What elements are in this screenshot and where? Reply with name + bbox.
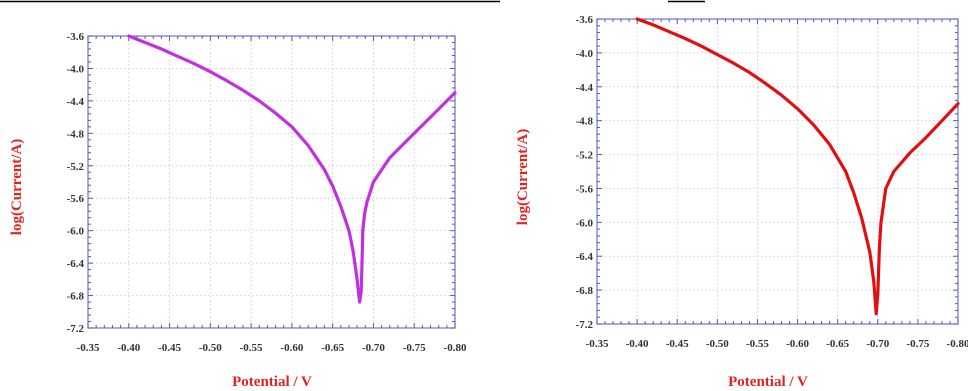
chart-left: Potential / V log(Current/A) -0.35 -0.40 -…	[9, 31, 467, 390]
chart-right-x-tick-label: -0.55	[746, 338, 769, 350]
chart-left-x-axis-title: Potential / V	[232, 374, 312, 390]
chart-right-y-tick-label: -6.4	[576, 251, 594, 263]
chart-right-y-tick-label: -7.2	[576, 319, 594, 331]
chart-right-y-tick-label: -4.4	[576, 82, 594, 94]
chart-right-x-tick-label: -0.80	[947, 338, 968, 350]
chart-left-y-tick-label: -6.8	[67, 291, 85, 303]
chart-right-y-axis-title: log(Current/A)	[515, 129, 531, 225]
chart-left-y-tick-label: -6.4	[67, 258, 85, 270]
chart-left-y-axis-title: log(Current/A)	[9, 139, 25, 235]
chart-left-plot-frame	[87, 35, 456, 329]
chart-right-y-tick-label: -3.6	[576, 14, 594, 26]
chart-right-x-tick-label: -0.40	[626, 338, 649, 350]
chart-left-x-tick-label: -0.40	[117, 342, 140, 354]
chart-right: Potential / V log(Current/A) -0.35 -0.40 -…	[515, 14, 968, 390]
chart-left-x-tick-label: -0.50	[199, 342, 222, 354]
chart-left-y-tick-label: -4.4	[67, 96, 85, 108]
chart-right-y-tick-label: -5.6	[576, 183, 594, 195]
chart-right-series-line	[635, 17, 960, 316]
chart-right-x-tick-label: -0.50	[706, 338, 729, 350]
chart-right-x-tick-label: -0.75	[906, 338, 929, 350]
chart-right-y-tick-label: -4.0	[576, 48, 594, 60]
chart-left-x-tick-label: -0.65	[321, 342, 344, 354]
chart-right-x-axis-title: Potential / V	[728, 374, 808, 390]
chart-left-y-tick-label: -6.0	[67, 226, 85, 238]
chart-left-x-tick-label: -0.70	[362, 342, 385, 354]
chart-left-y-tick-label: -4.8	[67, 128, 85, 140]
chart-left-y-tick-label: -5.6	[67, 193, 85, 205]
chart-right-x-tick-label: -0.65	[826, 338, 849, 350]
chart-left-series-line	[127, 34, 457, 304]
chart-left-y-tick-label: -3.6	[67, 31, 85, 43]
chart-left-x-tick-label: -0.80	[444, 342, 467, 354]
chart-left-x-tick-label: -0.75	[403, 342, 426, 354]
chart-right-y-tick-label: -5.2	[576, 150, 594, 162]
chart-left-y-tick-label: -5.2	[67, 161, 85, 173]
chart-left-x-tick-label: -0.60	[280, 342, 303, 354]
chart-left-y-tick-label: -7.2	[67, 323, 85, 335]
chart-left-x-tick-label: -0.35	[77, 342, 100, 354]
chart-right-plot-frame	[596, 18, 959, 325]
chart-left-x-tick-label: -0.55	[240, 342, 263, 354]
chart-left-x-tick-label: -0.45	[158, 342, 181, 354]
chart-left-y-tick-label: -4.0	[67, 63, 85, 75]
chart-right-y-tick-label: -4.8	[576, 116, 594, 128]
chart-right-y-tick-label: -6.0	[576, 217, 594, 229]
chart-right-y-tick-label: -6.8	[576, 285, 594, 297]
chart-right-x-tick-label: -0.35	[586, 338, 609, 350]
chart-right-x-tick-label: -0.70	[866, 338, 889, 350]
chart-right-x-tick-label: -0.45	[666, 338, 689, 350]
chart-right-x-tick-label: -0.60	[786, 338, 809, 350]
